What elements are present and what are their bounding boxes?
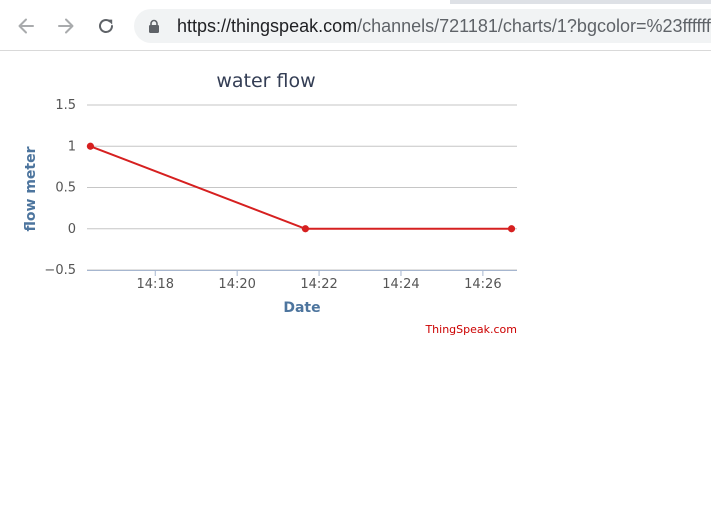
forward-button[interactable] <box>51 11 81 41</box>
y-tick-label: 1.5 <box>55 98 76 113</box>
x-tick-label: 14:26 <box>464 277 501 292</box>
series-group <box>86 142 516 233</box>
y-tick-label: 0.5 <box>55 181 76 196</box>
y-tick-label: −0.5 <box>44 263 76 278</box>
x-tick-label: 14:18 <box>137 277 174 292</box>
y-axis-label: flow meter <box>23 146 39 231</box>
x-axis: 14:18 14:20 14:22 14:24 14:26 <box>87 270 517 292</box>
data-point <box>301 225 310 233</box>
grid-lines <box>87 104 517 271</box>
lock-icon <box>149 19 159 33</box>
x-tick-label: 14:22 <box>300 277 337 292</box>
back-button[interactable] <box>11 11 41 41</box>
browser-toolbar: https://thingspeak.com/channels/721181/c… <box>0 0 711 51</box>
chart-title: water flow <box>216 70 315 92</box>
x-tick-label: 14:24 <box>382 277 419 292</box>
url-host: https://thingspeak.com <box>177 16 358 36</box>
active-tab[interactable] <box>0 0 450 4</box>
arrow-left-icon <box>18 18 34 34</box>
reload-icon <box>99 19 113 33</box>
arrow-right-icon <box>58 18 74 34</box>
reload-button[interactable] <box>91 11 121 41</box>
line-chart: water flow flow meter Date ThingSpeak.co… <box>23 70 517 336</box>
y-tick-label: 1 <box>68 139 76 154</box>
url-path: /channels/721181/charts/1?bgcolor=%23fff… <box>357 16 711 36</box>
tab-strip <box>0 0 711 4</box>
x-tick-label: 14:20 <box>218 277 255 292</box>
address-bar[interactable]: https://thingspeak.com/channels/721181/c… <box>134 9 711 43</box>
y-tick-labels: 1.5 1 0.5 0 −0.5 <box>44 98 76 278</box>
x-axis-label: Date <box>283 300 320 316</box>
url-text[interactable]: https://thingspeak.com/channels/721181/c… <box>177 16 711 37</box>
credit-link[interactable]: ThingSpeak.com <box>424 323 517 336</box>
y-tick-label: 0 <box>68 222 76 237</box>
data-point <box>507 225 516 233</box>
data-point <box>86 142 95 150</box>
chart-container: water flow flow meter Date ThingSpeak.co… <box>0 51 540 351</box>
